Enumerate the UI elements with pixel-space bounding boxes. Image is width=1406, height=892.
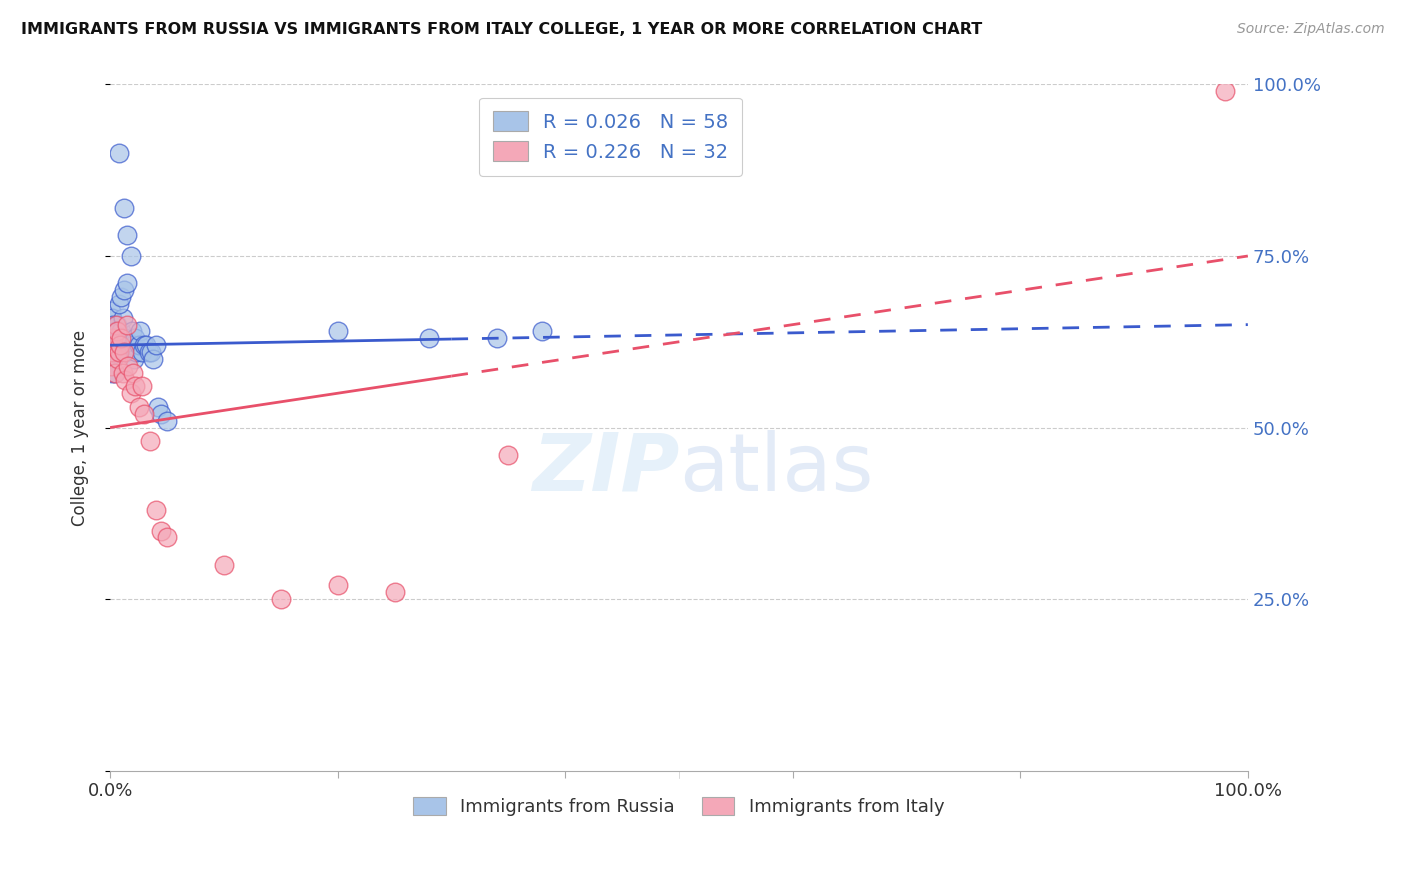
Point xyxy=(156,530,179,544)
Point xyxy=(110,338,132,352)
Point xyxy=(115,318,138,332)
Point xyxy=(150,407,173,421)
Point xyxy=(128,338,150,352)
Point xyxy=(104,366,127,380)
Point xyxy=(108,146,131,161)
Point xyxy=(110,338,132,352)
Point xyxy=(101,310,124,325)
Point xyxy=(100,304,122,318)
Point xyxy=(104,338,127,352)
Point xyxy=(100,338,122,352)
Text: atlas: atlas xyxy=(679,430,873,508)
Point xyxy=(108,297,131,311)
Text: ZIP: ZIP xyxy=(531,430,679,508)
Point xyxy=(115,228,138,243)
Point xyxy=(104,345,127,359)
Point xyxy=(104,331,127,345)
Point xyxy=(105,338,128,352)
Point xyxy=(326,578,349,592)
Point xyxy=(531,325,554,339)
Point xyxy=(128,325,150,339)
Point xyxy=(104,325,127,339)
Point xyxy=(100,338,122,352)
Point xyxy=(105,325,128,339)
Point xyxy=(1213,84,1236,98)
Point xyxy=(114,372,136,386)
Point xyxy=(114,331,136,345)
Point xyxy=(100,359,122,373)
Legend: Immigrants from Russia, Immigrants from Italy: Immigrants from Russia, Immigrants from … xyxy=(406,789,952,823)
Point xyxy=(121,325,143,339)
Point xyxy=(122,351,145,366)
Point xyxy=(131,345,153,359)
Point xyxy=(101,338,124,352)
Point xyxy=(112,283,135,297)
Point xyxy=(134,338,156,352)
Point xyxy=(120,386,142,401)
Point xyxy=(103,331,125,345)
Point xyxy=(108,331,131,345)
Point xyxy=(103,351,125,366)
Point xyxy=(139,434,162,449)
Point xyxy=(145,503,167,517)
Point xyxy=(212,558,235,572)
Point xyxy=(103,331,125,345)
Point xyxy=(156,414,179,428)
Point xyxy=(131,379,153,393)
Point xyxy=(100,331,122,345)
Point xyxy=(117,359,139,373)
Point xyxy=(107,345,129,359)
Point xyxy=(418,331,440,345)
Point xyxy=(107,351,129,366)
Point xyxy=(485,331,508,345)
Point xyxy=(115,277,138,291)
Point xyxy=(145,338,167,352)
Point xyxy=(135,338,157,352)
Point xyxy=(100,359,122,373)
Point xyxy=(111,366,134,380)
Point xyxy=(115,345,138,359)
Text: Source: ZipAtlas.com: Source: ZipAtlas.com xyxy=(1237,22,1385,37)
Point xyxy=(104,366,127,380)
Text: IMMIGRANTS FROM RUSSIA VS IMMIGRANTS FROM ITALY COLLEGE, 1 YEAR OR MORE CORRELAT: IMMIGRANTS FROM RUSSIA VS IMMIGRANTS FRO… xyxy=(21,22,983,37)
Point xyxy=(125,345,148,359)
Point xyxy=(326,325,349,339)
Point xyxy=(138,345,160,359)
Point xyxy=(384,585,406,599)
Point xyxy=(100,318,122,332)
Point xyxy=(110,338,132,352)
Point xyxy=(110,331,132,345)
Point xyxy=(101,366,124,380)
Point xyxy=(134,407,156,421)
Point xyxy=(103,318,125,332)
Point xyxy=(105,318,128,332)
Point xyxy=(139,345,162,359)
Point xyxy=(120,249,142,263)
Point xyxy=(121,366,143,380)
Point xyxy=(108,345,131,359)
Point xyxy=(111,310,134,325)
Point xyxy=(117,338,139,352)
Point xyxy=(104,318,127,332)
Point xyxy=(110,325,132,339)
Point xyxy=(270,592,292,607)
Point xyxy=(101,325,124,339)
Point xyxy=(142,351,165,366)
Point xyxy=(110,290,132,304)
Point xyxy=(124,379,146,393)
Y-axis label: College, 1 year or more: College, 1 year or more xyxy=(72,329,89,525)
Point xyxy=(107,325,129,339)
Point xyxy=(150,524,173,538)
Point xyxy=(124,331,146,345)
Point xyxy=(121,338,143,352)
Point xyxy=(112,201,135,215)
Point xyxy=(101,345,124,359)
Point xyxy=(128,400,150,414)
Point xyxy=(498,448,520,462)
Point xyxy=(112,345,135,359)
Point xyxy=(146,400,169,414)
